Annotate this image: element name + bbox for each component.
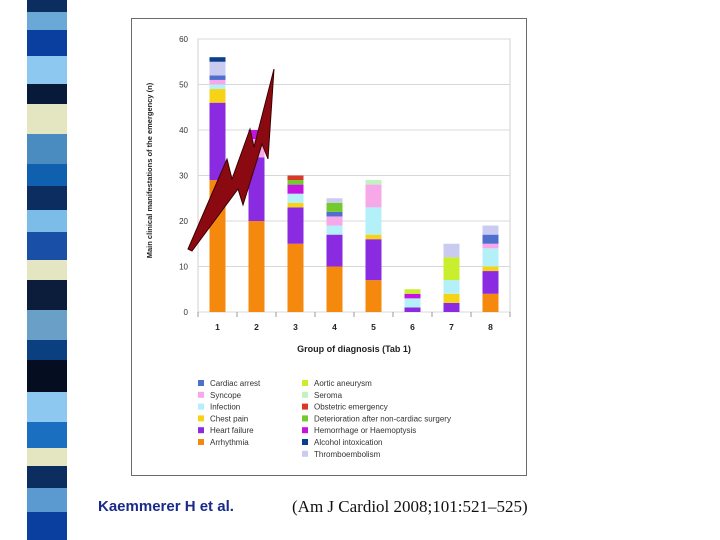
bar-segment (248, 221, 265, 312)
x-tick-label: 8 (488, 322, 493, 332)
bar-segment (287, 193, 304, 203)
legend-swatch (302, 391, 308, 398)
stacked-bar-chart: 0 10 20 30 40 50 60 1 2 3 4 5 6 7 8 Group of diagnosis … (145, 35, 511, 459)
legend-swatch (198, 427, 204, 434)
bar-segment (365, 280, 382, 312)
legend-label: Hemorrhage or Haemoptysis (314, 426, 416, 435)
bar-segment (209, 75, 226, 80)
citation-author: Kaemmerer H et al. (98, 498, 234, 515)
bar-segment (482, 225, 499, 235)
legend-label: Aortic aneurysm (314, 379, 372, 388)
bar-segment (482, 271, 499, 294)
legend-swatch (302, 439, 308, 445)
legend-swatch (302, 450, 308, 457)
legend-label: Deterioration after non-cardiac surgery (314, 414, 451, 423)
bar-segment (209, 79, 226, 85)
legend-label: Chest pain (210, 414, 248, 423)
legend-label: Seroma (314, 391, 343, 400)
bar-segment (326, 202, 343, 212)
bar-segment (482, 293, 499, 312)
y-tick-label: 40 (179, 126, 188, 135)
bar-segment (287, 202, 304, 208)
bar-segment (365, 234, 382, 240)
bar-segment (287, 207, 304, 244)
x-tick-label: 7 (449, 322, 454, 332)
bar-segment (365, 207, 382, 235)
bar-segment (209, 57, 226, 62)
bar-segment (482, 243, 499, 249)
legend-label: Obstetric emergency (314, 403, 388, 412)
bar-segment (326, 216, 343, 226)
y-tick-label: 30 (179, 172, 188, 181)
bar-segment (482, 248, 499, 267)
bar-segment (287, 243, 304, 312)
bar-segment (326, 225, 343, 235)
legend-swatch (198, 403, 204, 410)
legend-swatch (302, 380, 308, 386)
x-tick-label: 5 (371, 322, 376, 332)
legend-label: Cardiac arrest (210, 379, 261, 388)
bar-segment (482, 234, 499, 244)
bar-segment (443, 243, 460, 258)
legend-swatch (198, 439, 204, 445)
bar-segment (248, 130, 265, 140)
x-tick-label: 1 (215, 322, 220, 332)
bar-segment (365, 239, 382, 281)
bar-segment (209, 84, 226, 90)
x-axis-title: Group of diagnosis (Tab 1) (297, 344, 411, 354)
legend-label: Syncope (210, 391, 242, 400)
x-tick-label: 2 (254, 322, 259, 332)
legend-swatch (302, 403, 308, 410)
y-tick-label: 0 (184, 308, 189, 317)
legend-label: Arrhythmia (210, 438, 249, 447)
legend-swatch (198, 380, 204, 386)
legend-label: Alcohol intoxication (314, 438, 382, 447)
bar-segment (326, 211, 343, 217)
legend-swatch (198, 391, 204, 398)
chart-frame: 0 10 20 30 40 50 60 1 2 3 4 5 6 7 8 Group of diagnosis … (131, 18, 527, 476)
bar-segment (365, 180, 382, 185)
bar-segment (404, 307, 421, 312)
bar-segment (443, 293, 460, 303)
bar-segment (443, 257, 460, 281)
x-tick-label: 6 (410, 322, 415, 332)
legend-label: Thromboembolism (314, 450, 381, 459)
legend-swatch (198, 415, 204, 422)
bar-segment (404, 298, 421, 308)
bar-segment (326, 198, 343, 203)
x-tick-label: 3 (293, 322, 298, 332)
bar-segment (287, 184, 304, 194)
bar-segment (404, 293, 421, 299)
bar-segment (326, 266, 343, 312)
bar-segment (326, 234, 343, 267)
y-tick-label: 60 (179, 35, 188, 44)
bar-segment (209, 102, 226, 181)
bar-segment (287, 175, 304, 181)
bar-segment (365, 184, 382, 208)
y-tick-label: 10 (179, 263, 188, 272)
bar-segment (287, 180, 304, 185)
bar-segment (209, 61, 226, 76)
decorative-left-strip (27, 0, 67, 540)
bar-segment (209, 89, 226, 103)
citation-reference: (Am J Cardiol 2008;101:521–525) (292, 497, 528, 516)
legend-label: Heart failure (210, 426, 254, 435)
legend-swatch (302, 427, 308, 434)
bar-segment (443, 280, 460, 294)
legend-swatch (302, 415, 308, 422)
y-tick-label: 50 (179, 81, 188, 90)
legend-label: Infection (210, 403, 240, 412)
bar-segment (443, 302, 460, 312)
y-axis-title: Main clinical manifestations of the emer… (145, 82, 154, 258)
x-tick-label: 4 (332, 322, 337, 332)
y-tick-label: 20 (179, 217, 188, 226)
bar-segment (482, 266, 499, 272)
bar-segment (404, 289, 421, 294)
lightning-arrow (187, 68, 275, 252)
